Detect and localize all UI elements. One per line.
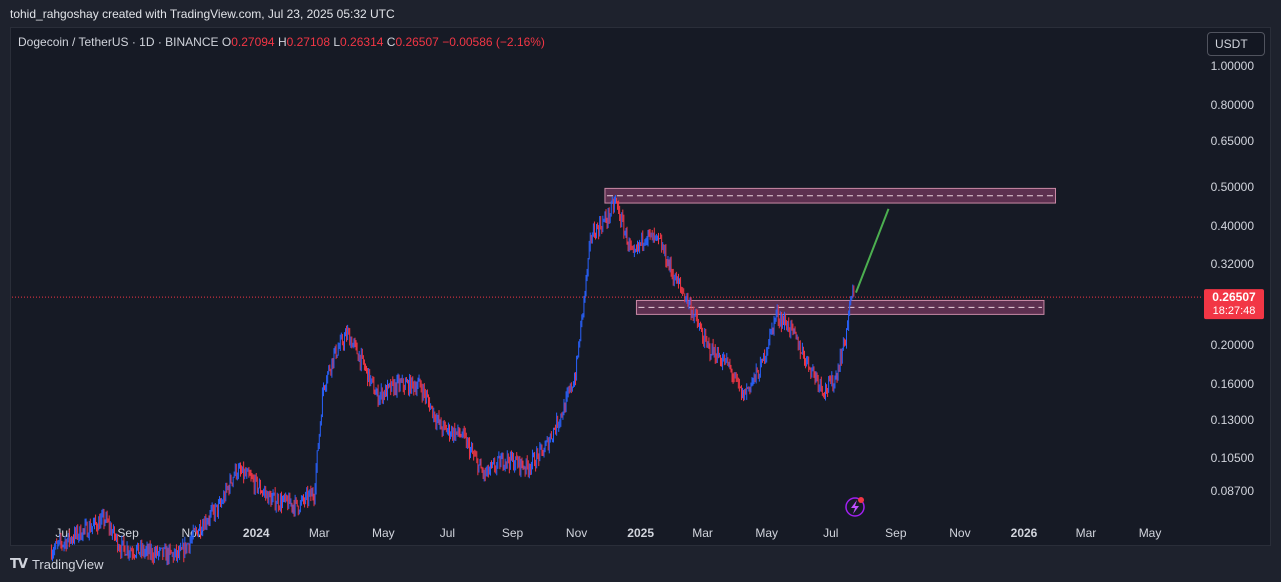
x-tick-label: May [755, 526, 778, 540]
change-value: −0.00586 (−2.16%) [442, 35, 545, 49]
symbol-legend: Dogecoin / TetherUS · 1D · BINANCE O0.27… [18, 35, 545, 49]
x-tick-label: Jul [55, 526, 70, 540]
projection-arrow [855, 208, 890, 293]
currency-button[interactable]: USDT [1207, 32, 1265, 56]
x-tick-label: May [372, 526, 395, 540]
lightning-bolt [851, 500, 859, 514]
footer-brand: 𝗧𝗩 TradingView [10, 556, 103, 572]
x-tick-label: Sep [502, 526, 524, 540]
price-tag-price: 0.26507 [1212, 290, 1256, 304]
x-tick-label: Mar [309, 526, 330, 540]
high-label: H [277, 35, 287, 49]
symbol-name: Dogecoin / TetherUS · 1D · BINANCE [18, 35, 219, 49]
x-tick-label: Nov [949, 526, 970, 540]
close-label: C [386, 35, 396, 49]
x-tick-label: 2025 [627, 526, 654, 540]
x-tick-label: Jul [440, 526, 455, 540]
x-tick-label: Jul [823, 526, 838, 540]
y-tick-label: 0.16000 [1211, 377, 1255, 391]
y-tick-label: 0.13000 [1211, 413, 1255, 427]
y-tick-label: 0.80000 [1211, 98, 1255, 112]
x-tick-label: Mar [692, 526, 713, 540]
price-tag-countdown: 18:27:48 [1213, 305, 1256, 317]
x-tick-label: Sep [885, 526, 907, 540]
chart-pane[interactable] [10, 27, 1271, 546]
price-tag [1204, 289, 1264, 320]
chart-caption: tohid_rahgoshay created with TradingView… [10, 7, 395, 21]
y-tick-label: 0.10500 [1211, 451, 1255, 465]
y-tick-label: 0.32000 [1211, 257, 1255, 271]
y-tick-label: 0.50000 [1211, 180, 1255, 194]
y-tick-label: 0.08700 [1211, 484, 1255, 498]
high-value: 0.27108 [286, 35, 331, 49]
open-label: O [221, 35, 232, 49]
x-tick-label: 2026 [1011, 526, 1038, 540]
x-tick-label: Sep [117, 526, 139, 540]
x-tick-label: May [1139, 526, 1162, 540]
close-value: 0.26507 [395, 35, 439, 49]
y-tick-label: 0.40000 [1211, 219, 1255, 233]
x-tick-label: 2024 [243, 526, 270, 540]
open-value: 0.27094 [231, 35, 275, 49]
y-tick-label: 0.65000 [1211, 134, 1255, 148]
x-tick-label: Mar [1076, 526, 1097, 540]
tradingview-logo-icon: 𝗧𝗩 [10, 556, 28, 571]
lightning-icon [845, 497, 865, 517]
low-label: L [333, 35, 341, 49]
x-tick-label: Nov [566, 526, 587, 540]
low-value: 0.26314 [340, 35, 384, 49]
y-tick-label: 1.00000 [1211, 59, 1255, 73]
brand-name: TradingView [31, 556, 104, 572]
y-tick-label: 0.20000 [1211, 338, 1255, 352]
notification-dot [858, 497, 864, 503]
